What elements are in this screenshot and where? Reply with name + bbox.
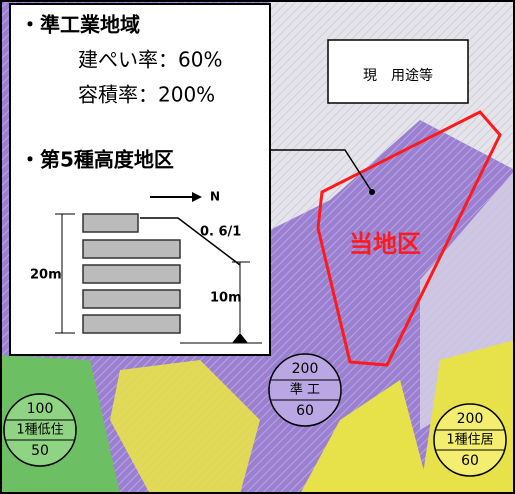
height-base: 10m [210, 291, 242, 306]
height-district: ・第5種高度地区 [20, 148, 174, 172]
zone-coverage: 60 [461, 453, 479, 469]
legend-box: ・準工業地域 建ぺい率：60% 容積率：200% ・第5種高度地区 N 0. 6… [10, 4, 270, 355]
north: N [210, 190, 220, 204]
site-label: 当地区 [349, 230, 421, 258]
zone-coverage: 50 [31, 443, 49, 459]
height-total: 20m [30, 268, 62, 283]
coverage: 建ぺい率：60% [78, 48, 222, 72]
leader-dot [369, 189, 375, 195]
zone-far: 100 [27, 401, 54, 417]
zone-title: ・準工業地域 [20, 13, 140, 37]
zone-name: 準 工 [290, 382, 320, 398]
zone-far: 200 [457, 411, 484, 427]
zone-name: 1種住居 [446, 432, 493, 448]
label-box-text: 現 用途等 [363, 67, 433, 84]
zone-coverage: 60 [296, 403, 314, 419]
zone-far: 200 [292, 361, 319, 377]
slope: 0. 6/1 [200, 225, 241, 240]
floor-ratio: 容積率：200% [78, 83, 215, 107]
zone-name: 1種低住 [16, 422, 63, 438]
zoning-map: 当地区 ・準工業地域 建ぺい率：60% 容積率：200% ・第5種高度地区 N … [0, 0, 515, 494]
